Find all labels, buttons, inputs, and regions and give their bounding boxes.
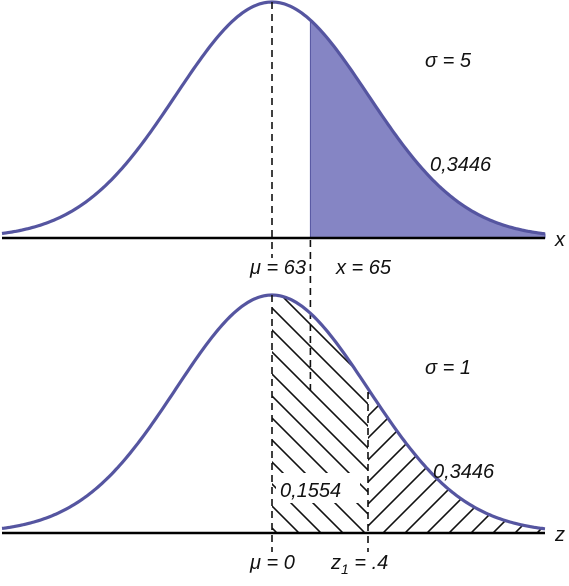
hatch-line [287,295,368,533]
top-panel: x σ = 5 0,3446 μ = 63 x = 65 [1,0,566,279]
hatch-line [541,388,545,533]
normal-curve-top [1,0,546,236]
hatch-line [497,388,545,533]
hatch-line [272,295,317,533]
tail-area-label-top: 0,3446 [430,154,492,176]
hatch-line [564,280,569,550]
z1-label-value: = .4 [349,552,388,574]
hatch-line [272,295,368,533]
hatch-line [309,295,368,533]
hatch-line [368,388,545,533]
sigma-label-top: σ = 5 [425,50,472,72]
hatch-line [272,295,368,533]
normal-curve-bottom [1,293,546,531]
tail-area-label-bottom: 0,3446 [433,461,495,483]
z1-label-letter: z [330,552,341,574]
hatch-line [272,295,361,533]
hatch-line [272,295,368,533]
middle-area-label: 0,1554 [280,480,341,502]
hatch-line [431,388,545,533]
hatch-line [272,295,368,533]
hatch-line [368,388,483,533]
middle-area-label-background [276,473,360,503]
hatch-line [368,388,461,533]
hatch-line [368,388,545,533]
hatch-line [272,295,368,533]
hatch-line [530,280,569,550]
z1-label: z1 = .4 [330,552,388,577]
hatch-line [272,295,368,533]
hatch-line [486,280,569,550]
x-axis-label: x [554,229,566,251]
hatch-line [0,280,228,550]
hatched-area-mean-to-z1 [0,280,569,550]
hatch-line [519,388,545,533]
bottom-panel: z σ = 1 0,1554 0,3446 μ = 0 z1 = .4 [0,280,569,577]
hatch-line [552,280,569,550]
hatch-line [475,388,545,533]
mean-label-top: μ = 63 [249,257,306,279]
hatch-line [0,280,250,550]
hatch-line [453,388,545,533]
hatch-line [420,280,569,550]
hatch-line [442,280,569,550]
hatch-line [398,280,569,550]
hatch-line [272,295,273,533]
hatch-line [368,388,545,533]
mean-label-bottom: μ = 0 [249,552,295,574]
sigma-label-bottom: σ = 1 [425,357,471,379]
z1-label-subscript: 1 [341,561,349,577]
hatch-line [272,295,368,533]
hatch-line [368,388,505,533]
hatch-line [0,280,206,550]
hatch-line [272,295,339,533]
x-value-label: x = 65 [335,257,392,279]
hatch-line [409,388,545,533]
hatch-line [272,295,368,533]
z-axis-label: z [554,524,565,546]
hatch-line [508,280,569,550]
hatch-line [368,388,439,533]
hatch-line [368,388,545,533]
